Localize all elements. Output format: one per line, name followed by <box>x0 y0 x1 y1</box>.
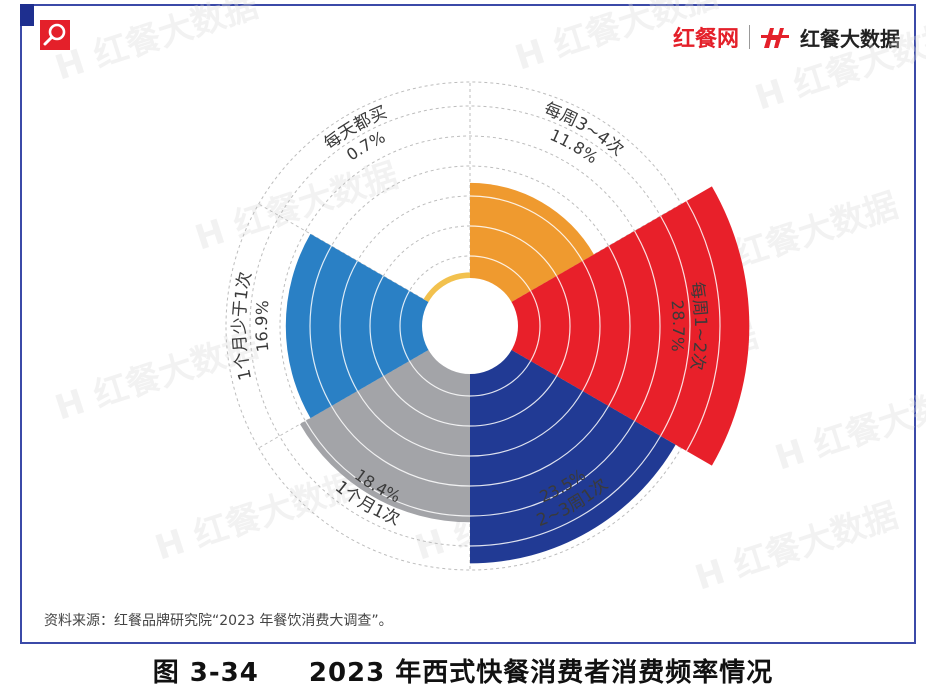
grid-spoke <box>258 325 471 449</box>
petal-ring <box>469 405 610 487</box>
category-label: 1个月少于1次 <box>230 270 256 382</box>
petal-ring <box>309 245 332 407</box>
value-label: 28.7% <box>667 299 688 353</box>
petal-ring <box>660 215 691 437</box>
petal-ring <box>469 360 532 397</box>
petal-ring <box>469 420 636 517</box>
petal <box>470 326 676 564</box>
figure-caption: 图 3-34 2023 年西式快餐消费者消费频率情况 <box>0 652 926 689</box>
petal-ring <box>469 255 532 292</box>
value-label: 16.9% <box>252 299 273 353</box>
brand-divider <box>749 25 750 49</box>
chart-petals <box>285 182 750 564</box>
watermark-text: H 红餐大数据 <box>150 466 362 569</box>
petal-ring <box>382 375 471 427</box>
chart-frame <box>20 4 916 644</box>
petal-ring <box>369 275 384 377</box>
petal-ring <box>634 230 661 422</box>
figure-number: 图 3-34 <box>152 658 259 688</box>
petal-ring <box>469 390 584 457</box>
petal <box>285 233 470 419</box>
category-label: 每周1~2次 <box>686 280 710 371</box>
watermark-text: H 红餐大数据 <box>510 0 722 79</box>
watermark-text: H 红餐大数据 <box>690 496 902 599</box>
petal-ring <box>469 195 584 262</box>
grid-spoke <box>258 203 471 327</box>
petal-ring <box>469 225 558 277</box>
petal-ring <box>530 290 541 362</box>
h-logo-icon <box>761 28 789 48</box>
petal-ring <box>556 275 571 377</box>
figure-title: 2023 年西式快餐消费者消费频率情况 <box>308 658 774 688</box>
petal-ring <box>608 245 631 407</box>
watermark-text: H 红餐大数据 <box>750 16 926 119</box>
chart-center-hole <box>422 278 518 374</box>
brand-name-secondary: 红餐大数据 <box>800 26 900 51</box>
brand-name-primary: 红餐网 <box>672 27 739 52</box>
corner-tab <box>20 4 34 26</box>
magnifier-icon <box>40 20 70 50</box>
source-note: 资料来源：红餐品牌研究院“2023 年餐饮消费大调查”。 <box>44 613 393 629</box>
petal-ring <box>469 375 558 427</box>
petal-ring <box>339 260 358 392</box>
petal-ring <box>685 200 721 452</box>
watermark-text: H 红餐大数据 <box>50 0 262 89</box>
watermark-text: H 红餐大数据 <box>770 376 926 479</box>
petal-ring <box>408 360 471 397</box>
petal-ring <box>330 405 471 487</box>
petal-ring <box>582 260 601 392</box>
petal-ring <box>469 435 662 547</box>
petal-ring <box>399 290 410 362</box>
petal-ring <box>304 420 471 517</box>
watermark-text: H 红餐大数据 <box>190 156 402 259</box>
petal-ring <box>356 390 471 457</box>
petal <box>470 186 750 466</box>
brand-bar: 红餐网 红餐大数据 <box>673 20 900 54</box>
